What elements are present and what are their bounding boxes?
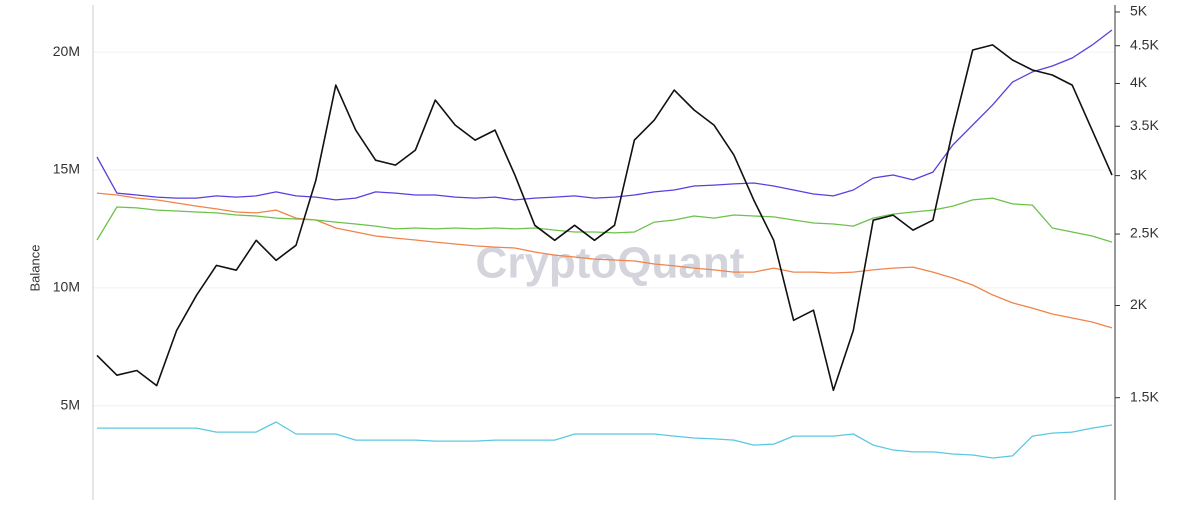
y2-tick-label: 3.5K <box>1130 117 1159 133</box>
series-line <box>96 192 1113 329</box>
series-line <box>96 29 1113 201</box>
y2-tick-label: 5K <box>1130 3 1148 19</box>
y-tick-label: 10M <box>53 279 80 295</box>
y2-tick-label: 3K <box>1130 166 1148 182</box>
series-line <box>96 197 1113 243</box>
series-line <box>97 421 1113 459</box>
y2-tick-label: 4K <box>1130 74 1148 90</box>
y2-tick-label: 4.5K <box>1130 36 1159 52</box>
y-tick-label: 20M <box>53 43 80 59</box>
y2-tick-label: 2.5K <box>1130 225 1159 241</box>
series-line <box>96 44 1113 392</box>
watermark: CryptoQuant <box>476 239 745 288</box>
y-tick-label: 15M <box>53 161 80 177</box>
y2-tick-label: 2K <box>1130 296 1148 312</box>
y-tick-label: 5M <box>61 396 80 412</box>
y-axis-label: Balance <box>27 245 42 292</box>
y2-tick-label: 1.5K <box>1130 388 1159 404</box>
